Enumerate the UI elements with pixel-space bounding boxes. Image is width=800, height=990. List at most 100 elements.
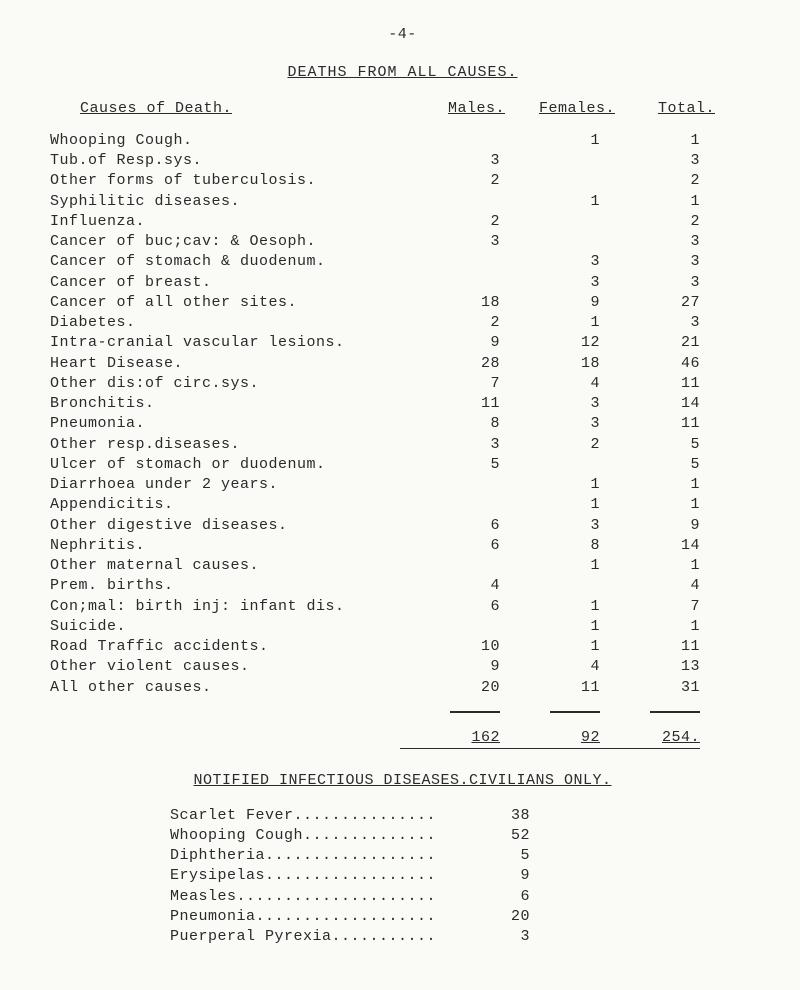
disease-name: Whooping Cough.............. [170, 826, 470, 846]
cell-males [400, 475, 500, 495]
cell-males: 2 [400, 171, 500, 191]
cell-cause: Other maternal causes. [50, 556, 400, 576]
disease-name: Erysipelas.................. [170, 866, 470, 886]
column-headers: Causes of Death. Males. Females. Total. [50, 99, 755, 119]
disease-name: Measles..................... [170, 887, 470, 907]
cell-males: 5 [400, 455, 500, 475]
cell-females: 3 [500, 273, 600, 293]
cell-females: 1 [500, 131, 600, 151]
cell-cause: Other forms of tuberculosis. [50, 171, 400, 191]
cell-total: 21 [600, 333, 700, 353]
cell-males [400, 273, 500, 293]
cell-females [500, 171, 600, 191]
disease-count: 6 [470, 887, 530, 907]
deaths-table: Whooping Cough.11Tub.of Resp.sys.33Other… [50, 131, 755, 698]
cell-males: 9 [400, 333, 500, 353]
cell-males [400, 617, 500, 637]
cell-total: 1 [600, 556, 700, 576]
cell-total: 3 [600, 273, 700, 293]
table-row: Other digestive diseases.639 [50, 516, 755, 536]
disease-name: Scarlet Fever............... [170, 806, 470, 826]
cell-total: 46 [600, 354, 700, 374]
list-item: Measles.....................6 [50, 887, 755, 907]
cell-males: 3 [400, 232, 500, 252]
cell-females: 2 [500, 435, 600, 455]
cell-females [500, 232, 600, 252]
table-row: Appendicitis.11 [50, 495, 755, 515]
col-header-cause: Causes of Death. [50, 99, 400, 119]
cell-cause: Suicide. [50, 617, 400, 637]
disease-count: 9 [470, 866, 530, 886]
cell-total: 1 [600, 495, 700, 515]
table-row: Syphilitic diseases.11 [50, 192, 755, 212]
disease-name: Puerperal Pyrexia........... [170, 927, 470, 947]
table-row: Pneumonia.8311 [50, 414, 755, 434]
cell-cause: Intra-cranial vascular lesions. [50, 333, 400, 353]
cell-males [400, 556, 500, 576]
cell-total: 3 [600, 252, 700, 272]
cell-cause: Cancer of breast. [50, 273, 400, 293]
cell-females: 1 [500, 617, 600, 637]
cell-males: 9 [400, 657, 500, 677]
cell-males [400, 192, 500, 212]
cell-total: 11 [600, 374, 700, 394]
cell-females: 1 [500, 597, 600, 617]
table-row: Diarrhoea under 2 years.11 [50, 475, 755, 495]
cell-cause: All other causes. [50, 678, 400, 698]
cell-total: 5 [600, 455, 700, 475]
cell-males: 4 [400, 576, 500, 596]
cell-males: 2 [400, 212, 500, 232]
cell-males: 28 [400, 354, 500, 374]
cell-cause: Other digestive diseases. [50, 516, 400, 536]
cell-females: 9 [500, 293, 600, 313]
table-row: Cancer of breast. 33 [50, 273, 755, 293]
cell-males: 8 [400, 414, 500, 434]
cell-females: 1 [500, 192, 600, 212]
cell-total: 14 [600, 536, 700, 556]
table-row: Cancer of all other sites.18927 [50, 293, 755, 313]
cell-females [500, 151, 600, 171]
cell-total: 27 [600, 293, 700, 313]
table-row: Cancer of buc;cav: & Oesoph.33 [50, 232, 755, 252]
cell-total: 14 [600, 394, 700, 414]
cell-females: 18 [500, 354, 600, 374]
cell-females: 1 [500, 495, 600, 515]
notified-diseases-table: Scarlet Fever...............38Whooping C… [50, 806, 755, 948]
cell-females: 11 [500, 678, 600, 698]
cell-cause: Con;mal: birth inj: infant dis. [50, 597, 400, 617]
cell-males: 2 [400, 313, 500, 333]
cell-males [400, 131, 500, 151]
cell-total: 5 [600, 435, 700, 455]
cell-males: 7 [400, 374, 500, 394]
cell-males: 11 [400, 394, 500, 414]
page-number: -4- [50, 25, 755, 45]
list-item: Scarlet Fever...............38 [50, 806, 755, 826]
cell-total: 31 [600, 678, 700, 698]
cell-cause: Tub.of Resp.sys. [50, 151, 400, 171]
cell-cause: Diabetes. [50, 313, 400, 333]
cell-total: 13 [600, 657, 700, 677]
list-item: Pneumonia...................20 [50, 907, 755, 927]
cell-females: 8 [500, 536, 600, 556]
total-females: 92 [500, 728, 600, 749]
col-header-females: Females. [505, 99, 615, 119]
disease-count: 20 [470, 907, 530, 927]
cell-total: 4 [600, 576, 700, 596]
total-males: 162 [400, 728, 500, 749]
disease-count: 38 [470, 806, 530, 826]
cell-cause: Influenza. [50, 212, 400, 232]
cell-females: 1 [500, 475, 600, 495]
section2-title: NOTIFIED INFECTIOUS DISEASES.CIVILIANS O… [50, 771, 755, 791]
table-row: Diabetes.213 [50, 313, 755, 333]
cell-total: 3 [600, 313, 700, 333]
table-row: Tub.of Resp.sys.33 [50, 151, 755, 171]
table-row: Ulcer of stomach or duodenum.55 [50, 455, 755, 475]
cell-males: 20 [400, 678, 500, 698]
table-row: Other forms of tuberculosis.22 [50, 171, 755, 191]
col-header-males: Males. [400, 99, 505, 119]
cell-females: 1 [500, 313, 600, 333]
cell-males: 3 [400, 435, 500, 455]
cell-cause: Heart Disease. [50, 354, 400, 374]
table-row: Cancer of stomach & duodenum.33 [50, 252, 755, 272]
totals-row: 162 92 254. [50, 728, 755, 749]
